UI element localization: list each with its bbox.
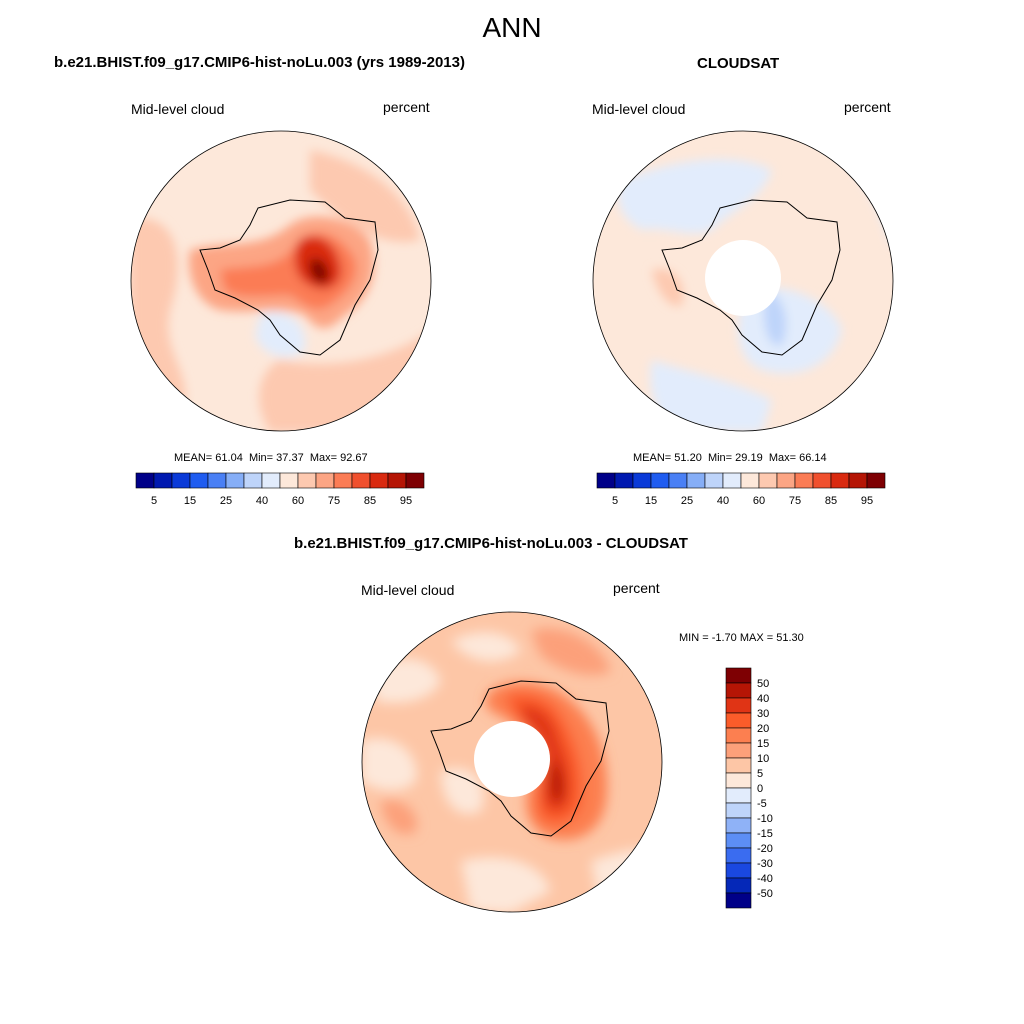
colorbar-2-swatch: [650, 472, 670, 489]
diff-panel-map: [361, 611, 663, 913]
diff-colorbar-swatch: [725, 667, 752, 684]
colorbar-2-swatch: [740, 472, 760, 489]
colorbar-1-swatch: [369, 472, 389, 489]
panel-1-stats: MEAN= 61.04 Min= 37.37 Max= 92.67: [174, 452, 368, 464]
colorbar-2-swatch: [704, 472, 724, 489]
colorbar-2-swatch: [776, 472, 796, 489]
diff-colorbar-swatch: [725, 712, 752, 729]
colorbar-2-tick-label: 95: [861, 495, 873, 507]
colorbar-1-swatch: [279, 472, 299, 489]
diff-colorbar-swatch: [725, 892, 752, 909]
panel-1-variable-label: Mid-level cloud: [131, 101, 225, 117]
colorbar-1-swatch: [387, 472, 407, 489]
colorbar-2-swatch: [668, 472, 688, 489]
panel-2-variable-label: Mid-level cloud: [592, 101, 686, 117]
colorbar-2-swatch: [596, 472, 616, 489]
diff-colorbar-tick-label: 10: [757, 753, 769, 765]
colorbar-1-swatch: [189, 472, 209, 489]
diff-panel-stats: MIN = -1.70 MAX = 51.30: [679, 632, 804, 644]
colorbar-2-swatch: [794, 472, 814, 489]
diff-colorbar-tick-label: -15: [757, 828, 773, 840]
colorbar-1-tick-label: 85: [364, 495, 376, 507]
colorbar-1-swatch: [351, 472, 371, 489]
colorbar-2-tick-label: 85: [825, 495, 837, 507]
diff-colorbar-swatch: [725, 847, 752, 864]
diff-colorbar-tick-label: 50: [757, 678, 769, 690]
colorbar-1-swatch: [261, 472, 281, 489]
colorbar-1-swatch: [225, 472, 245, 489]
diff-colorbar-tick-label: 5: [757, 768, 763, 780]
panel-2-colorbar: 5 15 25 40 60 75 85 95: [596, 472, 886, 507]
colorbar-2-swatch: [722, 472, 742, 489]
diff-colorbar-swatch: [725, 877, 752, 894]
colorbar-1-swatch: [207, 472, 227, 489]
colorbar-2-swatch: [830, 472, 850, 489]
diff-colorbar-tick-label: 20: [757, 723, 769, 735]
colorbar-1-swatch: [405, 472, 425, 489]
diff-colorbar-swatch: [725, 727, 752, 744]
colorbar-2-swatch: [614, 472, 634, 489]
panel-1-map: [130, 130, 432, 432]
diff-colorbar-swatch: [725, 772, 752, 789]
diff-colorbar-swatch: [725, 742, 752, 759]
colorbar-1-tick-label: 40: [256, 495, 268, 507]
colorbar-1-swatch: [171, 472, 191, 489]
panel-2-stats: MEAN= 51.20 Min= 29.19 Max= 66.14: [633, 452, 827, 464]
panel-1-title: b.e21.BHIST.f09_g17.CMIP6-hist-noLu.003 …: [54, 54, 465, 71]
diff-colorbar-tick-label: 0: [757, 783, 763, 795]
colorbar-1-swatch: [135, 472, 155, 489]
diff-colorbar-tick-label: -5: [757, 798, 767, 810]
season-title: ANN: [482, 12, 542, 43]
colorbar-1-tick-label: 75: [328, 495, 340, 507]
colorbar-1-swatch: [315, 472, 335, 489]
diff-colorbar-tick-label: -50: [757, 888, 773, 900]
diff-colorbar-tick-label: 40: [757, 693, 769, 705]
panel-2-map: [592, 130, 894, 432]
colorbar-2-tick-label: 75: [789, 495, 801, 507]
diff-panel-variable-label: Mid-level cloud: [361, 582, 455, 598]
colorbar-2-swatch: [758, 472, 778, 489]
colorbar-2-tick-label: 60: [753, 495, 765, 507]
colorbar-2-tick-label: 25: [681, 495, 693, 507]
panel-1-colorbar: 5 15 25 40 60 75 85 95: [135, 472, 425, 507]
diff-colorbar-swatch: [725, 862, 752, 879]
colorbar-2-tick-label: 5: [612, 495, 618, 507]
colorbar-1-tick-label: 5: [151, 495, 157, 507]
diff-colorbar-tick-label: -10: [757, 813, 773, 825]
colorbar-2-tick-label: 15: [645, 495, 657, 507]
panel-1-units-label: percent: [383, 99, 430, 115]
diff-colorbar-tick-label: 15: [757, 738, 769, 750]
diff-panel-units-label: percent: [613, 580, 660, 596]
colorbar-1-tick-label: 25: [220, 495, 232, 507]
colorbar-1-swatch: [243, 472, 263, 489]
diff-colorbar-swatch: [725, 682, 752, 699]
colorbar-2-swatch: [848, 472, 868, 489]
diff-colorbar-tick-label: -40: [757, 873, 773, 885]
colorbar-2-tick-label: 40: [717, 495, 729, 507]
colorbar-1-swatch: [297, 472, 317, 489]
diff-colorbar-tick-label: 30: [757, 708, 769, 720]
colorbar-1-tick-label: 95: [400, 495, 412, 507]
colorbar-1-tick-label: 15: [184, 495, 196, 507]
diff-colorbar-swatch: [725, 802, 752, 819]
colorbar-2-swatch: [812, 472, 832, 489]
diff-colorbar-tick-label: -30: [757, 858, 773, 870]
panel-2-title: CLOUDSAT: [697, 55, 780, 72]
colorbar-1-swatch: [333, 472, 353, 489]
colorbar-2-swatch: [866, 472, 886, 489]
colorbar-1-swatch: [153, 472, 173, 489]
diff-colorbar-swatch: [725, 757, 752, 774]
diff-colorbar-swatch: [725, 697, 752, 714]
diff-colorbar-swatch: [725, 832, 752, 849]
colorbar-1-tick-label: 60: [292, 495, 304, 507]
panel-2-units-label: percent: [844, 99, 891, 115]
colorbar-2-swatch: [632, 472, 652, 489]
colorbar-2-swatch: [686, 472, 706, 489]
diff-colorbar-swatch: [725, 817, 752, 834]
diff-panel-title: b.e21.BHIST.f09_g17.CMIP6-hist-noLu.003 …: [294, 535, 688, 552]
diff-colorbar-swatch: [725, 787, 752, 804]
diff-colorbar-tick-label: -20: [757, 843, 773, 855]
